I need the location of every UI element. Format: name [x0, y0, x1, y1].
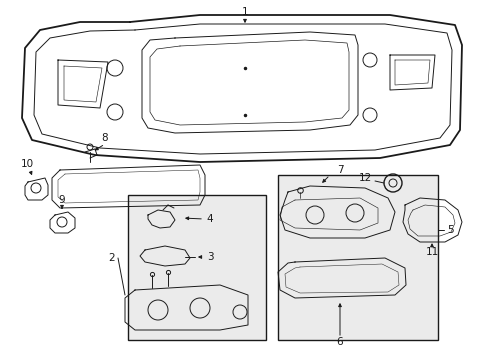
Text: 11: 11 [425, 247, 438, 257]
Text: 7: 7 [336, 165, 343, 175]
Text: 8: 8 [102, 133, 108, 143]
Text: 12: 12 [358, 173, 371, 183]
Text: 10: 10 [20, 159, 34, 169]
Bar [128, 195, 265, 340]
Text: 4: 4 [206, 214, 213, 224]
Bar [278, 175, 437, 340]
Text: 9: 9 [59, 195, 65, 205]
Text: 1: 1 [241, 7, 248, 17]
Text: 3: 3 [206, 252, 213, 262]
Text: 2: 2 [108, 253, 115, 263]
Text: 6: 6 [336, 337, 343, 347]
Text: 5: 5 [446, 225, 452, 235]
